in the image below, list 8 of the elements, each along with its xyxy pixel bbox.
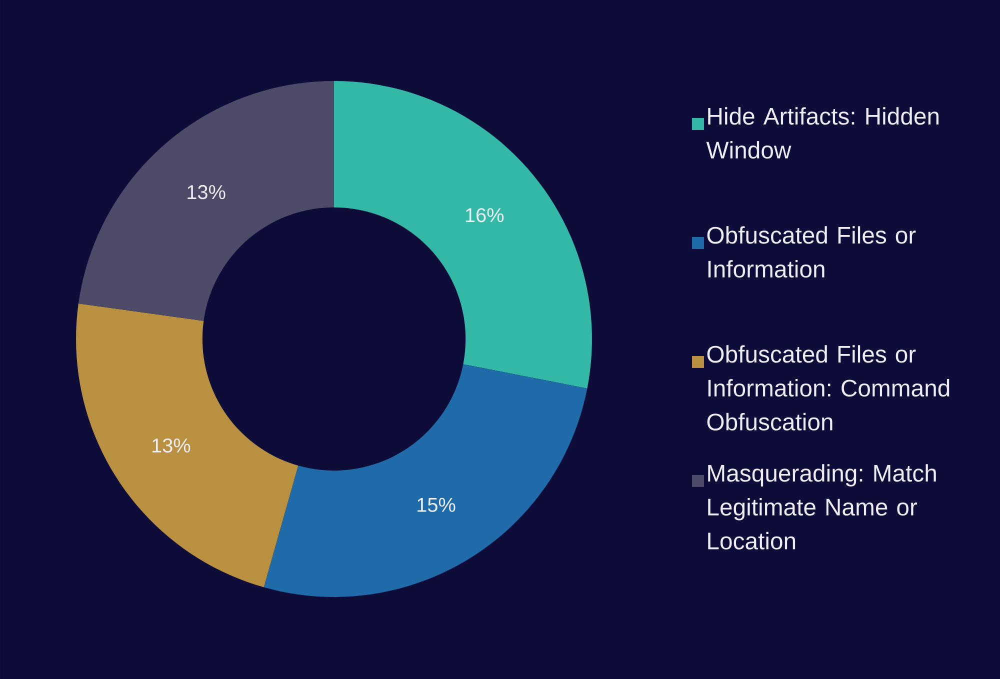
legend-label: Hide Artifacts: Hidden Window: [706, 107, 938, 159]
legend-label: Obfuscated Files or Information: [707, 226, 916, 278]
data-label: 13%: [188, 185, 226, 200]
data-label: 13%: [152, 438, 190, 453]
data-label: 16%: [466, 208, 504, 222]
legend-label: Obfuscated Files or Information: Command Obfuscation: [707, 345, 950, 430]
legend-label: Masquerading: Match Legitimate Name or Location: [708, 464, 936, 550]
data-label: 15%: [418, 498, 456, 512]
